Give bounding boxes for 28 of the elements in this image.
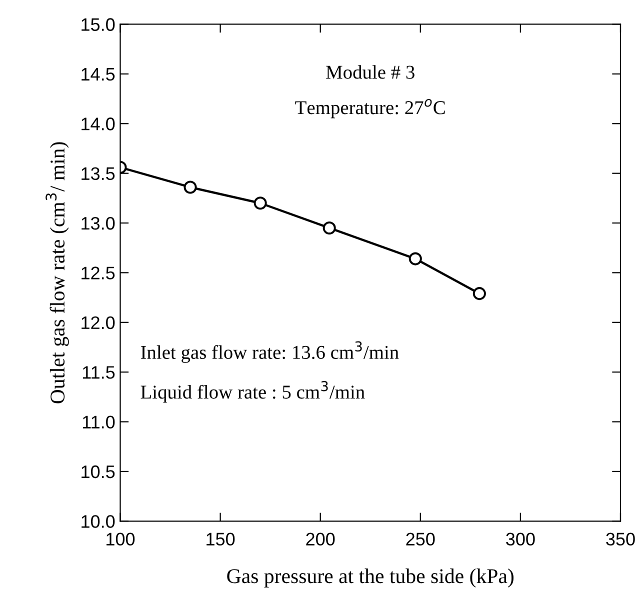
- annotation: Temperature: 27$^{o}$C: [295, 98, 445, 118]
- y-tick-label: 12.0: [82, 316, 115, 330]
- y-tick-label: 13.5: [82, 167, 115, 180]
- x-axis-title: Gas pressure at the tube side (kPa): [227, 568, 514, 588]
- x-tick-label: 300: [506, 532, 535, 546]
- y-tick-label: 12.5: [82, 266, 115, 280]
- y-tick-label: 14.5: [82, 68, 115, 81]
- x-tick-label: 250: [406, 532, 435, 546]
- annotation: Inlet gas flow rate: 13.6 cm$^{3}$/min: [140, 341, 399, 363]
- point: [254, 196, 267, 210]
- annotation: Module # 3: [326, 65, 414, 79]
- y-tick-label: 15.0: [82, 18, 115, 31]
- x-tick-label: 150: [206, 532, 235, 546]
- y-tick-label: 11.0: [82, 416, 115, 428]
- annotation: Liquid flow rate : 5 cm$^{3}$/min: [140, 380, 365, 403]
- point: [184, 180, 197, 194]
- point: [408, 252, 422, 266]
- y-axis-title: Outlet gas flow rate (cm$^{3}$/ min): [46, 142, 69, 404]
- y-tick-label: 13.0: [82, 216, 115, 230]
- y-tick-label: 10.5: [82, 465, 115, 478]
- x-tick-label: 200: [306, 532, 335, 546]
- x-tick-label: 350: [606, 532, 635, 546]
- point: [322, 221, 336, 235]
- y-tick-label: 10.0: [82, 515, 115, 528]
- y-tick-label: 11.5: [82, 366, 115, 379]
- x-tick-label: 100: [106, 532, 135, 546]
- y-tick-label: 14.0: [82, 118, 115, 130]
- point: [472, 287, 486, 300]
